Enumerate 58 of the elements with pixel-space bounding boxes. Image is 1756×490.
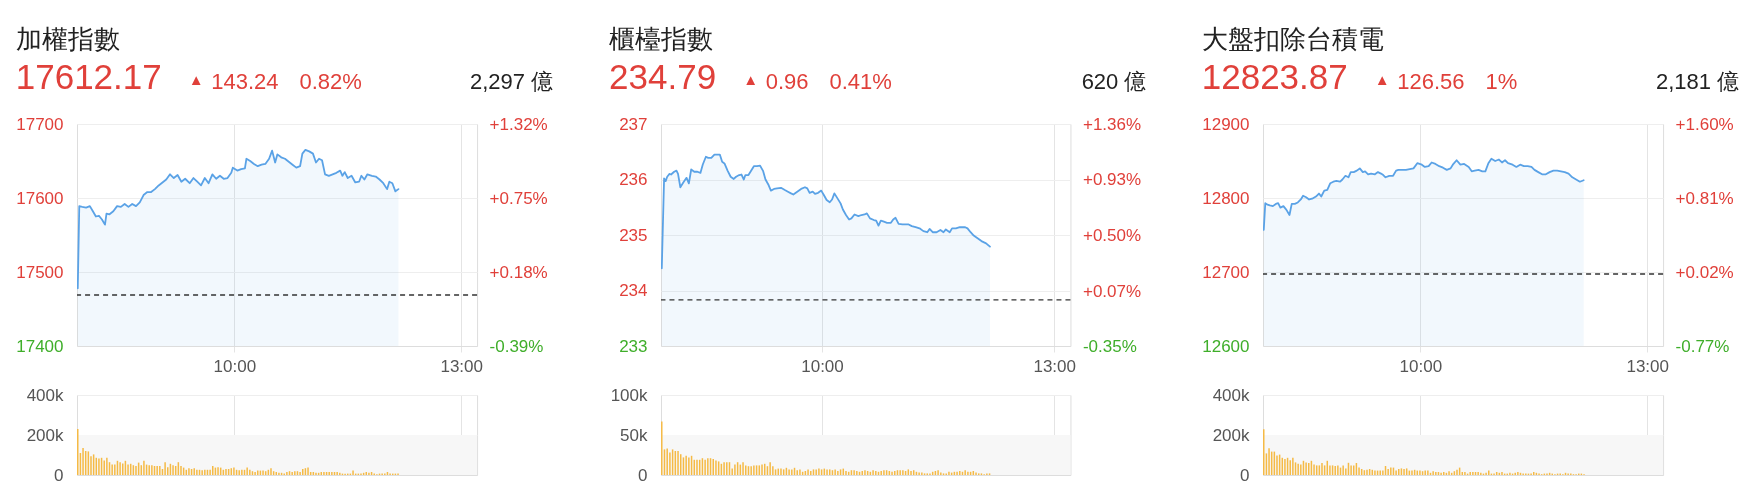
text: 0.82% — [299, 69, 362, 94]
y-tick-label: 200k — [26, 425, 64, 445]
y2-tick-label: +1.36% — [1082, 114, 1142, 134]
y-tick-label: 233 — [619, 336, 648, 356]
y-tick-label: 0 — [1240, 465, 1250, 485]
y-tick-label: 12900 — [1202, 114, 1250, 134]
y2-tick-label: +0.81% — [1675, 188, 1734, 208]
y-tick-label: 17400 — [16, 336, 64, 356]
y-tick-label: 17500 — [16, 262, 64, 282]
text: 1% — [1485, 69, 1518, 94]
text: 0.96 — [765, 69, 809, 94]
y2-tick-label: -0.35% — [1082, 336, 1137, 356]
y2-tick-label: +1.32% — [489, 114, 548, 134]
y-tick-label: 12600 — [1202, 336, 1250, 356]
text: 2,297 億 — [469, 69, 554, 94]
y2-tick-label: +0.07% — [1082, 281, 1142, 301]
y2-tick-label: -0.77% — [1675, 336, 1730, 356]
text: 143.24 — [211, 69, 279, 94]
text: 234.79 — [609, 57, 717, 96]
y2-tick-label: -0.39% — [489, 336, 544, 356]
y2-tick-label: +0.50% — [1082, 226, 1142, 246]
y-tick-label: 400k — [1212, 385, 1250, 405]
y-tick-label: 17700 — [16, 114, 64, 134]
y-tick-label: 0 — [54, 465, 64, 485]
y2-tick-label: +1.60% — [1675, 114, 1734, 134]
y2-tick-label: +0.02% — [1675, 262, 1734, 282]
x-tick-label: 13:00 — [440, 356, 483, 376]
y2-tick-label: +0.93% — [1082, 170, 1142, 190]
x-tick-label: 10:00 — [1399, 356, 1443, 376]
text: 2,181 億 — [1655, 69, 1740, 94]
y-tick-label: 400k — [26, 385, 64, 405]
text: 12823.87 — [1201, 57, 1348, 96]
x-tick-label: 13:00 — [1033, 356, 1076, 376]
y2-tick-label: +0.18% — [489, 262, 548, 282]
y-tick-label: 50k — [620, 425, 648, 445]
y-tick-label: 12700 — [1202, 262, 1250, 282]
y-tick-label: 200k — [1212, 425, 1250, 445]
y-tick-label: 12800 — [1202, 188, 1250, 208]
text: ▲ — [1374, 71, 1390, 88]
chart-title: 大盤扣除台積電 — [1201, 24, 1384, 54]
y-tick-label: 234 — [619, 281, 648, 300]
x-tick-label: 13:00 — [1626, 356, 1669, 376]
y-tick-label: 17600 — [16, 188, 64, 208]
chart-title: 櫃檯指數 — [609, 24, 714, 54]
x-tick-label: 10:00 — [801, 356, 844, 376]
y2-tick-label: +0.75% — [489, 188, 548, 208]
chart-title: 加權指數 — [15, 24, 120, 54]
y-tick-label: 100k — [610, 385, 648, 405]
text: ▲ — [188, 71, 204, 88]
text: 17612.17 — [15, 57, 162, 96]
y-tick-label: 236 — [619, 170, 648, 189]
text: 126.56 — [1397, 69, 1465, 94]
y-tick-label: 237 — [619, 114, 648, 134]
text: 620 億 — [1081, 69, 1147, 94]
y-tick-label: 235 — [619, 225, 648, 245]
text: ▲ — [743, 71, 759, 88]
y-tick-label: 0 — [638, 465, 648, 485]
text: 0.41% — [829, 69, 892, 94]
